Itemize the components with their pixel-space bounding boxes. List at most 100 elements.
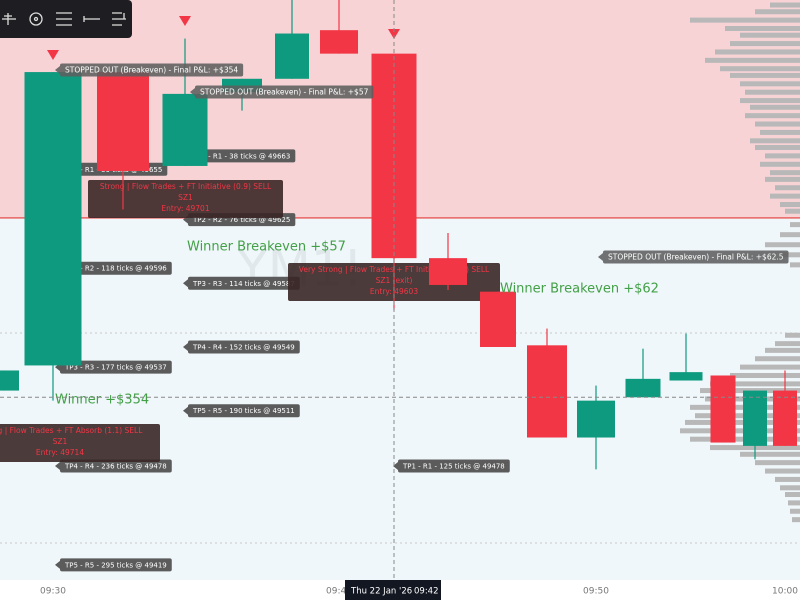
label: STOPPED OUT (Breakeven) - Final P&L: +$6… bbox=[598, 250, 789, 264]
x-tick-label: 09:40 bbox=[326, 587, 352, 597]
volume-bar bbox=[730, 72, 800, 78]
volume-bar bbox=[790, 262, 800, 268]
signal-box bbox=[88, 180, 283, 218]
volume-bar bbox=[685, 419, 800, 425]
label-text: TP3 - R3 - 177 ticks @ 49537 bbox=[64, 364, 167, 372]
signal-text: Entry: 49701 bbox=[161, 204, 209, 213]
label-pointer bbox=[393, 462, 398, 471]
label-box bbox=[60, 261, 172, 275]
signal-text: Entry: 49714 bbox=[36, 448, 84, 457]
tool-icon bbox=[33, 16, 39, 22]
candle-body bbox=[710, 375, 736, 443]
volume-bar bbox=[750, 104, 800, 110]
volume-bar bbox=[790, 508, 800, 514]
volume-bar bbox=[730, 41, 800, 47]
signal-box bbox=[0, 424, 160, 462]
tool-icon bbox=[83, 16, 100, 22]
candle-body bbox=[773, 390, 797, 446]
volume-bar bbox=[705, 57, 800, 63]
volume-bar bbox=[765, 347, 800, 353]
volume-bar bbox=[770, 193, 800, 199]
candle-body bbox=[275, 33, 309, 79]
volume-bar bbox=[775, 185, 800, 191]
sell-marker bbox=[179, 16, 191, 26]
volume-bar bbox=[725, 25, 800, 31]
volume-bar bbox=[770, 2, 800, 8]
volume-bar bbox=[780, 232, 800, 238]
label-text: STOPPED OUT (Breakeven) - Final P&L: +$5… bbox=[200, 88, 369, 97]
winner-text: Winner +$354 bbox=[55, 393, 149, 408]
label-pointer bbox=[55, 560, 60, 569]
candle-body bbox=[320, 30, 358, 54]
label-pointer bbox=[183, 342, 188, 351]
signal-text: SZ1 bbox=[53, 437, 68, 446]
volume-bar bbox=[765, 468, 800, 474]
volume-bar bbox=[755, 460, 800, 466]
volume-bar bbox=[788, 500, 800, 506]
volume-bar bbox=[690, 17, 800, 23]
label-box bbox=[188, 276, 300, 290]
volume-bar bbox=[745, 113, 800, 119]
label-pointer bbox=[190, 88, 195, 96]
volume-bar bbox=[780, 485, 800, 491]
label: STOPPED OUT (Breakeven) - Final P&L: +$5… bbox=[190, 85, 374, 99]
tool-icon bbox=[29, 12, 43, 26]
x-tick-label: 09:30 bbox=[40, 587, 66, 597]
label-text: TP3 - R3 - 114 ticks @ 49587 bbox=[192, 280, 295, 288]
label-box bbox=[398, 459, 510, 473]
volume-bar bbox=[755, 121, 800, 127]
volume-bar bbox=[780, 252, 800, 258]
label-text: TP4 - R4 - 152 ticks @ 49549 bbox=[192, 343, 295, 351]
volume-bar bbox=[775, 341, 800, 347]
label: TP3 - R3 - 114 ticks @ 49587 bbox=[183, 276, 300, 290]
label-text: TP2 - R2 - 76 ticks @ 49625 bbox=[192, 216, 290, 224]
volume-bar bbox=[775, 476, 800, 482]
volume-bar bbox=[780, 202, 800, 208]
label-box bbox=[188, 149, 296, 163]
volume-bar bbox=[765, 176, 800, 182]
label: TP1 - R1 - 125 ticks @ 49478 bbox=[393, 459, 510, 473]
label: TP5 - R5 - 295 ticks @ 49419 bbox=[55, 558, 172, 572]
label-box bbox=[60, 360, 172, 374]
volume-bar bbox=[755, 356, 800, 362]
candle-body bbox=[24, 72, 82, 366]
label-text: TP1 - R1 - 38 ticks @ 49663 bbox=[192, 152, 290, 160]
tool-icon bbox=[56, 12, 72, 26]
winner-text: Winner Breakeven +$57 bbox=[187, 240, 346, 255]
volume-bar bbox=[755, 9, 800, 15]
label-pointer bbox=[55, 462, 60, 471]
tool-icon bbox=[112, 12, 126, 26]
volume-bar bbox=[710, 381, 800, 387]
label-text: TP5 - R5 - 295 ticks @ 49419 bbox=[64, 561, 167, 569]
tool-icon bbox=[2, 13, 16, 25]
label-box bbox=[60, 63, 244, 77]
label-text: TP5 - R5 - 190 ticks @ 49511 bbox=[192, 407, 295, 415]
volume-bar bbox=[760, 161, 800, 167]
label-pointer bbox=[183, 279, 188, 288]
signal-text: Strong | Flow Trades + FT Absorb (1.1) S… bbox=[0, 426, 143, 435]
volume-bar bbox=[785, 332, 800, 338]
volume-bar bbox=[740, 364, 800, 370]
volume-bar bbox=[750, 138, 800, 144]
label-box bbox=[60, 558, 172, 572]
volume-bar bbox=[740, 451, 800, 457]
x-tick-label: 09:50 bbox=[583, 587, 609, 597]
candle-body bbox=[0, 370, 19, 391]
candle-body bbox=[162, 93, 208, 166]
candle-body bbox=[669, 372, 703, 381]
label-text: TP1 - R1 - 125 ticks @ 49478 bbox=[402, 463, 505, 471]
candle-body bbox=[577, 400, 615, 438]
label-pointer bbox=[598, 253, 603, 261]
label: STOPPED OUT (Breakeven) - Final P&L: +$3… bbox=[55, 63, 244, 77]
volume-bar bbox=[740, 32, 800, 38]
candle-body bbox=[527, 345, 567, 438]
label-pointer bbox=[55, 66, 60, 74]
volume-bar bbox=[790, 222, 800, 228]
label-box bbox=[603, 250, 789, 264]
signal-text: SZ1 bbox=[178, 193, 193, 202]
volume-bar bbox=[755, 145, 800, 151]
label: TP5 - R5 - 190 ticks @ 49511 bbox=[183, 404, 300, 418]
volume-bar bbox=[715, 49, 800, 55]
